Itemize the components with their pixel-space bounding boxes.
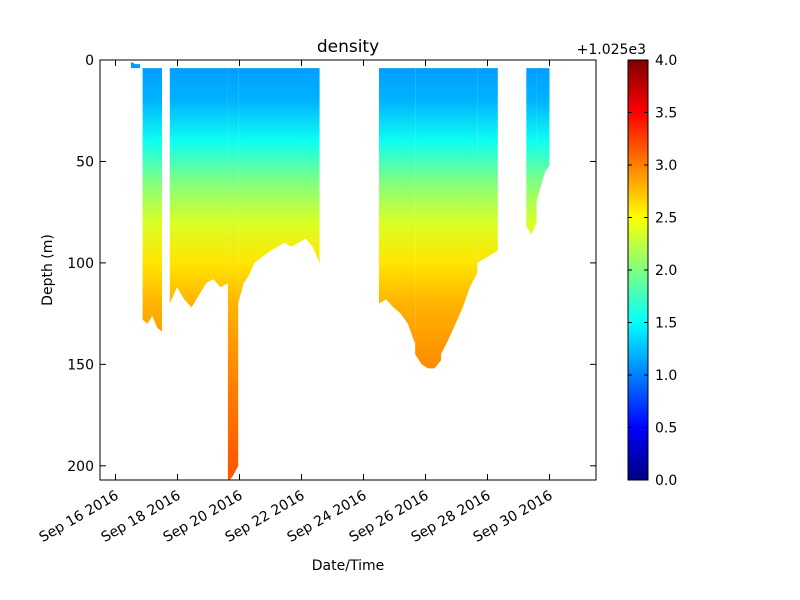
y-tick-label: 200 [67, 459, 94, 475]
y-tick-label: 100 [67, 256, 94, 272]
colorbar-tick-label: 1.5 [655, 316, 677, 332]
y-tick-label: 50 [76, 154, 94, 170]
colorbar-tick-label: 4.0 [655, 53, 677, 69]
y-tick-label: 0 [85, 53, 94, 69]
colorbar-ticks: 0.0 0.5 1.0 1.5 2.0 2.5 3.0 3.5 4.0 [628, 53, 677, 489]
colorbar-tick-label: 1.0 [655, 368, 677, 384]
colorbar-tick-label: 2.0 [655, 263, 677, 279]
profile-segment-8 [415, 68, 441, 369]
colorbar-tick-label: 2.5 [655, 211, 677, 227]
y-axis: 0 50 100 150 200 [67, 53, 596, 475]
profile-segment-12 [536, 68, 550, 202]
profile-segment-6 [270, 68, 320, 263]
x-axis-label: Date/Time [312, 558, 384, 574]
profile-segment-9 [441, 68, 478, 355]
profile-segment-11 [526, 68, 537, 235]
profile-segment-7 [379, 68, 416, 345]
colorbar-tick-label: 3.0 [655, 158, 677, 174]
y-tick-label: 150 [67, 357, 94, 373]
colorbar-offset-label: +1.025e3 [577, 42, 646, 58]
profile-segment-3 [169, 68, 228, 308]
colorbar-tick-label: 0.5 [655, 421, 677, 437]
profile-segment-1 [131, 62, 140, 69]
profile-segment-4 [227, 68, 239, 480]
profile-segment-2 [142, 68, 162, 332]
y-axis-label: Depth (m) [40, 234, 56, 306]
data-layer [131, 62, 550, 480]
profile-segment-5 [238, 68, 271, 304]
colorbar-tick-label: 0.0 [655, 473, 677, 489]
chart-title: density [317, 37, 379, 57]
profile-segment-10 [477, 68, 498, 263]
plot-frame [99, 59, 597, 481]
colorbar-tick-label: 3.5 [655, 106, 677, 122]
